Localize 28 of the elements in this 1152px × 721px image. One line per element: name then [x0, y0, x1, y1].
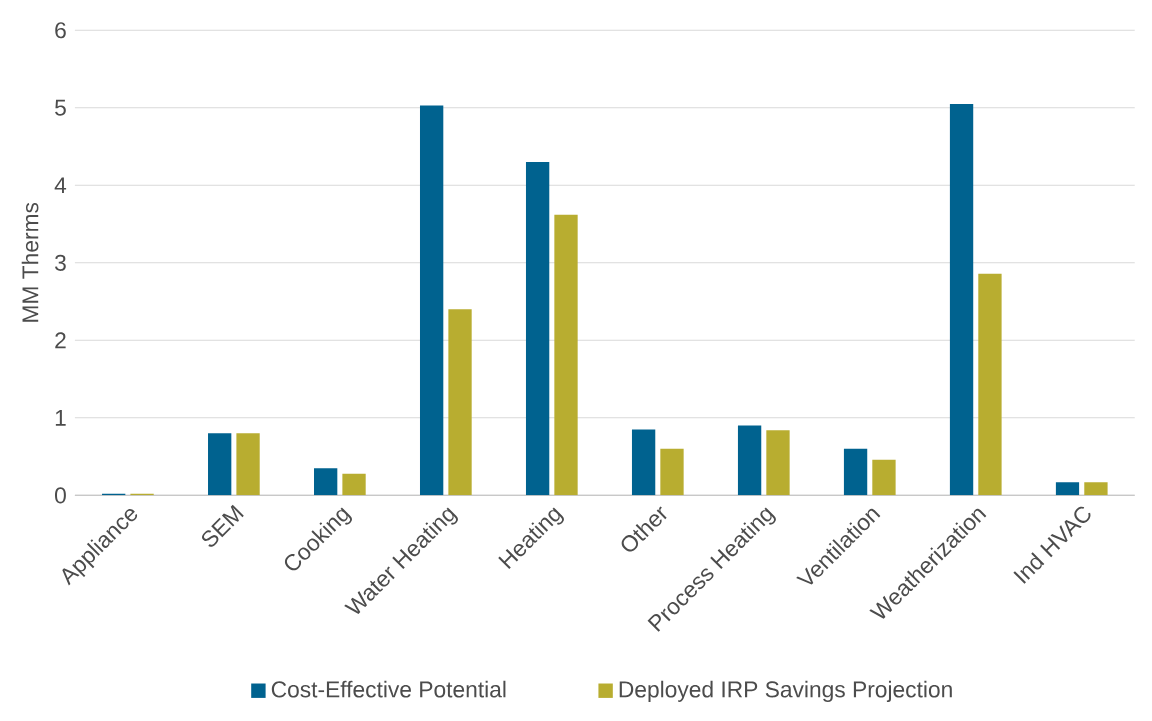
y-tick-label: 5 [55, 99, 66, 116]
bar [737, 425, 762, 496]
bar [949, 103, 974, 496]
y-tick-label: 0 [54, 487, 66, 504]
bar [342, 473, 366, 496]
bar [314, 468, 338, 496]
bar [1055, 481, 1080, 496]
y-tick-label: 3 [54, 254, 66, 271]
bar [843, 448, 868, 496]
legend-label: Cost-Effective Potential [271, 680, 506, 698]
bar [208, 433, 232, 496]
bar [525, 161, 550, 496]
bar [236, 433, 260, 496]
bar [419, 105, 444, 496]
bar [554, 214, 578, 496]
bar [631, 429, 656, 496]
bar [448, 309, 472, 496]
bar [872, 459, 896, 496]
y-tick-label: 1 [55, 409, 66, 426]
bar [1084, 481, 1108, 496]
y-tick-label: 6 [55, 21, 66, 39]
y-tick-label: 2 [55, 332, 66, 349]
y-axis-title: MM Therms [21, 202, 39, 322]
bar [978, 273, 1002, 496]
legend-label: Deployed IRP Savings Projection [619, 680, 952, 702]
bar [660, 448, 684, 496]
bar [766, 430, 790, 496]
y-tick-label: 4 [54, 177, 67, 193]
